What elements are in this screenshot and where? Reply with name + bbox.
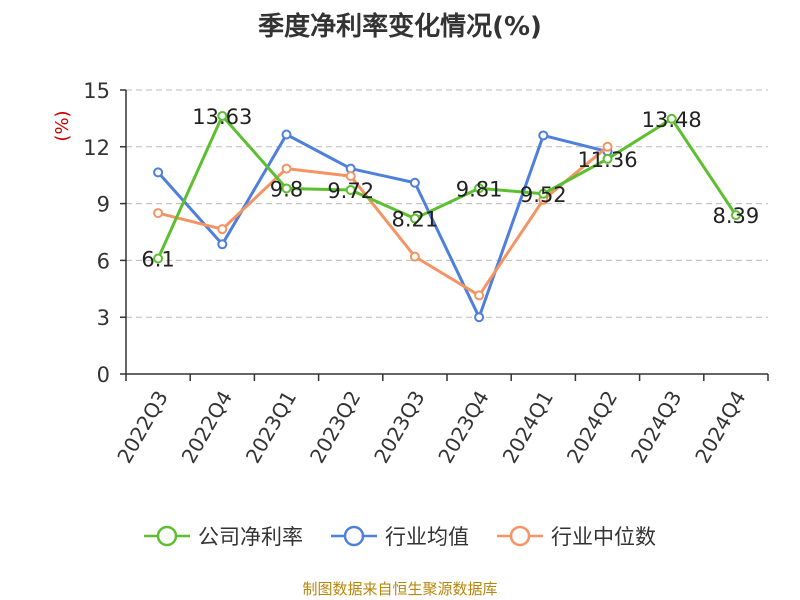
chart-title: 季度净利率变化情况(%) — [258, 12, 542, 42]
data-point — [153, 253, 164, 264]
series-line — [157, 145, 609, 297]
data-point — [538, 188, 549, 199]
data-label: 11.36 — [577, 148, 637, 172]
y-tick-label: 9 — [97, 193, 110, 217]
legend-label-company: 公司净利率 — [198, 525, 303, 549]
data-label: 8.39 — [713, 204, 760, 228]
data-point — [281, 183, 292, 194]
x-tick-label: 2023Q2 — [305, 387, 365, 468]
data-label: 13.48 — [642, 108, 702, 132]
y-tick-label: 12 — [83, 136, 110, 160]
series-line — [156, 132, 608, 319]
y-tick-label: 6 — [97, 249, 110, 273]
data-label: 9.52 — [520, 183, 567, 207]
legend-label-industry-mean: 行业均值 — [385, 525, 469, 549]
data-point — [474, 312, 485, 323]
data-point — [345, 171, 356, 182]
series-line — [156, 114, 738, 260]
data-point — [474, 290, 485, 301]
legend-swatch-industry-mean — [331, 525, 377, 547]
data-label: 9.8 — [270, 177, 303, 201]
data-label: 9.81 — [456, 177, 503, 201]
series-0 — [153, 110, 741, 264]
source-note: 制图数据来自恒生聚源数据库 — [302, 580, 498, 598]
data-point — [217, 239, 228, 250]
data-point — [409, 251, 420, 262]
data-point — [281, 163, 292, 174]
x-tick-label: 2024Q1 — [498, 387, 558, 468]
data-point — [281, 129, 292, 140]
data-label: 8.21 — [392, 208, 439, 232]
legend-item-company[interactable]: 公司净利率 — [144, 521, 303, 551]
legend-swatch-industry-median — [497, 525, 543, 547]
x-tick-label: 2023Q3 — [369, 387, 429, 468]
data-point — [345, 184, 356, 195]
legend-item-industry-median[interactable]: 行业中位数 — [497, 521, 656, 551]
data-point — [538, 130, 549, 141]
data-point — [474, 183, 485, 194]
x-tick-label: 2022Q3 — [112, 387, 172, 468]
x-tick-label: 2024Q2 — [562, 387, 622, 468]
chart-legend: 公司净利率 行业均值 行业中位数 — [0, 521, 800, 551]
data-point — [602, 141, 613, 152]
series-1 — [153, 129, 613, 323]
data-label: 13.63 — [192, 105, 252, 129]
legend-label-industry-median: 行业中位数 — [551, 525, 656, 549]
data-point — [602, 153, 613, 164]
data-label: 9.72 — [327, 179, 374, 203]
y-tick-label: 15 — [83, 79, 110, 103]
x-tick-label: 2023Q1 — [241, 387, 301, 468]
legend-item-industry-mean[interactable]: 行业均值 — [331, 521, 469, 551]
data-label: 6.1 — [141, 248, 174, 272]
y-tick-label: 0 — [97, 363, 110, 387]
y-axis-label: (%) — [52, 110, 73, 141]
data-point — [409, 177, 420, 188]
data-point — [666, 113, 677, 124]
x-tick-label: 2024Q4 — [690, 387, 750, 468]
data-point — [153, 208, 164, 219]
data-point — [217, 110, 228, 121]
x-tick-label: 2024Q3 — [626, 387, 686, 468]
data-point — [730, 210, 741, 221]
series-2 — [153, 141, 613, 301]
x-tick-label: 2022Q4 — [177, 387, 237, 468]
data-point — [409, 213, 420, 224]
legend-swatch-company — [144, 525, 190, 547]
y-tick-label: 3 — [97, 306, 110, 330]
data-point — [217, 224, 228, 235]
data-point — [153, 167, 164, 178]
x-tick-label: 2023Q4 — [433, 386, 493, 467]
